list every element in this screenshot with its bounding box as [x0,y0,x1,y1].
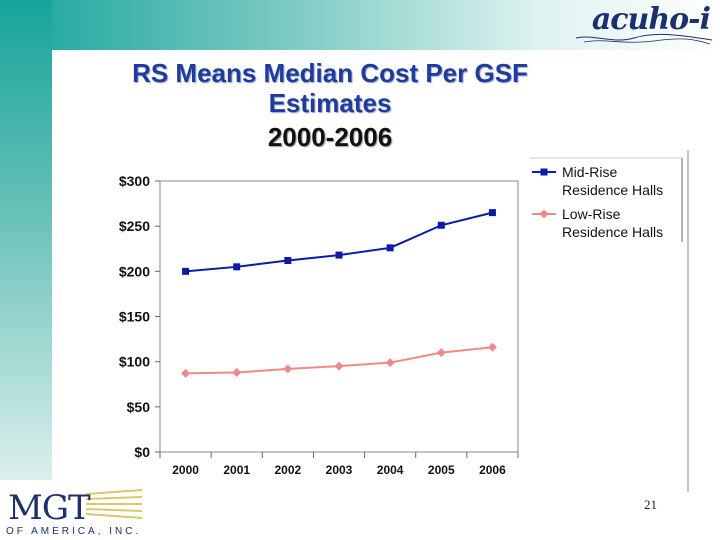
data-point [436,348,446,358]
plot-area-border [159,180,519,453]
data-point [386,244,394,252]
acuho-logo: acuho-i [574,2,714,48]
x-tick-label: 2002 [275,463,302,477]
series-line-0 [185,211,493,273]
slide-subtitle: 2000-2006 [267,122,393,152]
data-point [233,263,241,271]
data-point [283,364,293,374]
x-tick-label: 2006 [479,463,506,477]
data-point [437,221,445,229]
left-teal-band [0,0,52,480]
legend-marker-1 [539,209,549,219]
mgt-logo-subtext: OF AMERICA, INC. [6,526,142,537]
logo-squiggle-icon [575,33,713,45]
data-point [181,368,191,378]
legend-label-0: Mid-Rise [562,164,617,180]
slide-title: RS Means Median Cost Per GSF Estimates [132,58,528,118]
y-tick-label: $150 [119,309,150,325]
y-tick-label: $0 [134,444,150,460]
mgt-logo-text: MGT [8,488,91,528]
x-tick-label: 2001 [223,463,250,477]
legend-label-1: Low-Rise [562,206,621,222]
top-teal-band [0,0,720,50]
data-point [334,361,344,371]
data-point [385,358,395,368]
y-tick-label: $100 [119,354,150,370]
data-point [232,368,242,378]
x-tick-label: 2005 [428,463,455,477]
x-tick-label: 2004 [377,463,404,477]
x-tick-label: 2000 [172,463,199,477]
data-point [487,342,497,352]
y-tick-label: $250 [119,218,150,234]
data-point [284,256,292,264]
x-tick-label: 2003 [326,463,353,477]
data-point [182,267,190,275]
legend-label-0: Residence Halls [562,182,663,198]
mgt-logo-rays-icon [85,489,143,519]
legend-label-1: Residence Halls [562,224,663,240]
acuho-logo-text: acuho-i [591,2,711,37]
page-number: 21 [644,497,657,512]
mgt-logo: MGT OF AMERICA, INC. [4,488,144,540]
y-tick-label: $300 [119,173,150,189]
y-tick-label: $200 [119,263,150,279]
y-tick-label: $50 [127,399,151,415]
data-point [335,251,343,259]
data-point [488,209,496,217]
legend-marker-0 [540,168,548,176]
